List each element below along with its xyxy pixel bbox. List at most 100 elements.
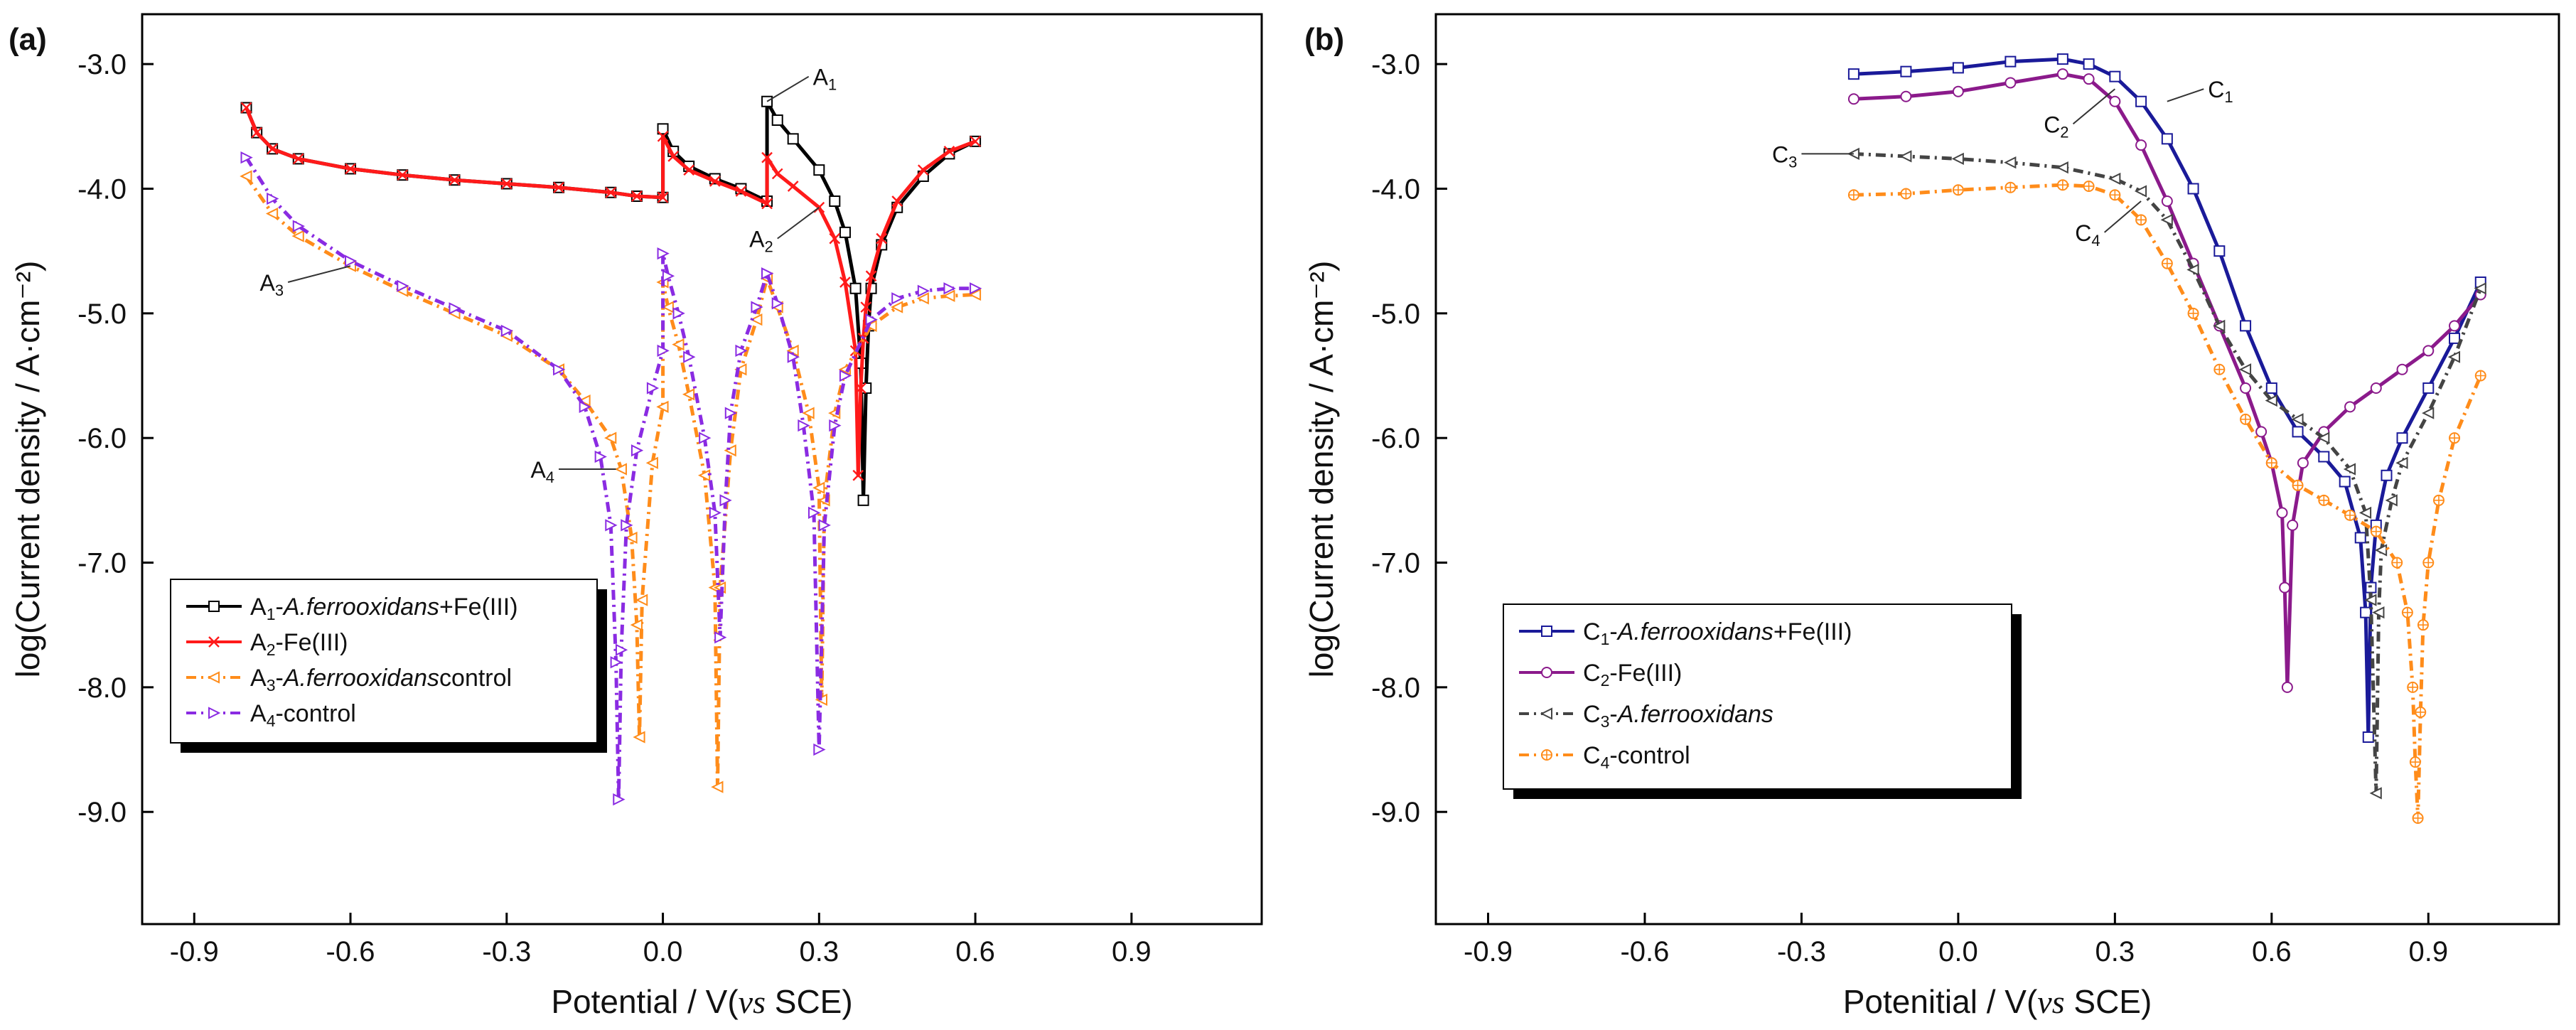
legend-entry-a1-a-ferrooxidans-fe-iii: A1-A.ferrooxidans+Fe(III) bbox=[186, 594, 518, 623]
data-point bbox=[839, 277, 851, 288]
panel-label-a: (a) bbox=[9, 22, 47, 57]
x-tick-label: 0.0 bbox=[643, 936, 683, 967]
y-tick-label: -9.0 bbox=[1371, 797, 1420, 828]
annotation-c2: C2 bbox=[2044, 88, 2115, 141]
data-point bbox=[761, 198, 773, 210]
data-point bbox=[1847, 147, 1859, 161]
data-point bbox=[761, 151, 773, 163]
x-axis-title: Potenitial / V(vs SCE) bbox=[1843, 983, 2152, 1020]
data-point bbox=[2134, 185, 2147, 198]
legend-label: C3-A.ferrooxidans bbox=[1583, 701, 1773, 731]
data-point bbox=[714, 631, 727, 644]
data-point bbox=[605, 519, 618, 532]
annotation-label: C1 bbox=[2208, 77, 2233, 106]
annotation-a2: A2 bbox=[749, 206, 820, 256]
series-a2-fe-iii bbox=[240, 102, 981, 481]
data-point bbox=[610, 656, 623, 669]
legend-label: C4-control bbox=[1583, 742, 1690, 772]
data-point bbox=[719, 494, 732, 507]
legend-marker bbox=[207, 671, 220, 684]
data-point bbox=[2362, 731, 2374, 743]
plot-frame-a bbox=[141, 13, 1263, 926]
data-point bbox=[630, 444, 644, 457]
data-point bbox=[2396, 432, 2408, 444]
y-tick-label: -5.0 bbox=[1371, 299, 1420, 330]
data-point bbox=[2005, 77, 2017, 89]
data-point bbox=[449, 302, 461, 315]
data-point bbox=[849, 282, 862, 294]
data-point bbox=[2344, 401, 2356, 413]
data-point bbox=[2365, 581, 2377, 594]
data-point bbox=[2422, 557, 2435, 569]
data-point bbox=[646, 382, 660, 395]
data-point bbox=[2415, 706, 2427, 718]
data-point bbox=[916, 292, 929, 305]
data-point bbox=[2187, 183, 2199, 195]
legend-label: C2-Fe(III) bbox=[1583, 660, 1682, 690]
data-point bbox=[2265, 457, 2277, 469]
data-point bbox=[2265, 382, 2277, 395]
annotation-leader bbox=[2104, 200, 2142, 233]
data-point bbox=[594, 450, 607, 463]
data-point bbox=[735, 186, 747, 197]
panel-a: (a) -0.9 -0.6 -0.3 0.0 0.3 0.6 0.9 -3.0 -4.0 -5.0 -… bbox=[9, 13, 1263, 1020]
data-point bbox=[2265, 394, 2277, 407]
data-point bbox=[2135, 139, 2147, 151]
data-point bbox=[2255, 426, 2268, 438]
data-point bbox=[2401, 606, 2413, 618]
data-point bbox=[2056, 53, 2068, 65]
data-point bbox=[2474, 370, 2486, 382]
y-tick-label: -7.0 bbox=[1371, 548, 1420, 579]
data-point bbox=[2135, 214, 2147, 226]
data-point bbox=[2447, 350, 2461, 363]
data-point bbox=[735, 344, 748, 358]
annotation-a4: A4 bbox=[530, 457, 616, 486]
data-point bbox=[667, 151, 680, 162]
data-point bbox=[292, 153, 304, 165]
data-point bbox=[683, 164, 695, 176]
annotation-label: C4 bbox=[2075, 220, 2100, 250]
data-point bbox=[661, 301, 674, 313]
legend-marker bbox=[208, 707, 221, 719]
data-point bbox=[2432, 494, 2444, 506]
data-point bbox=[2287, 519, 2299, 531]
legend-entry-c1-a-ferrooxidans-fe-iii: C1-A.ferrooxidans+Fe(III) bbox=[1519, 618, 1852, 648]
x-tick-label: -0.3 bbox=[482, 936, 531, 967]
data-point bbox=[2354, 532, 2366, 544]
data-point bbox=[860, 301, 872, 313]
plot-frame-b bbox=[1434, 13, 2560, 926]
data-point bbox=[891, 195, 903, 207]
data-point bbox=[699, 431, 712, 444]
data-point bbox=[614, 463, 627, 476]
data-point bbox=[2083, 180, 2095, 192]
annotation-c3: C3 bbox=[1772, 141, 1854, 171]
data-point bbox=[2135, 95, 2147, 107]
legend-marker bbox=[208, 601, 220, 612]
data-point bbox=[2417, 619, 2429, 631]
series-line bbox=[1853, 72, 2482, 690]
data-point bbox=[2056, 179, 2068, 191]
data-point bbox=[2358, 506, 2372, 519]
x-tick-label: 0.9 bbox=[2408, 936, 2448, 967]
legend: A1-A.ferrooxidans+Fe(III) A2-Fe(III) A3-A.… bbox=[170, 579, 607, 753]
legend-marker bbox=[1541, 626, 1552, 637]
data-point bbox=[829, 419, 842, 432]
data-point bbox=[970, 136, 981, 147]
x-tick-label: -0.6 bbox=[1620, 936, 1669, 967]
series-c2-fe-iii bbox=[1847, 68, 2486, 693]
data-point bbox=[2292, 479, 2304, 491]
y-axis-title: log(Current density / A·cm⁻²) bbox=[9, 261, 46, 678]
data-point bbox=[943, 289, 955, 302]
annotation-label: C3 bbox=[1772, 141, 1797, 171]
data-point bbox=[578, 394, 591, 407]
annotation-label: A2 bbox=[749, 227, 773, 256]
data-point bbox=[876, 232, 888, 245]
data-point bbox=[865, 270, 877, 282]
y-tick-label: -6.0 bbox=[1371, 423, 1420, 454]
data-point bbox=[2474, 282, 2486, 295]
data-point bbox=[604, 431, 617, 444]
data-point bbox=[2297, 457, 2309, 469]
data-point bbox=[613, 793, 626, 806]
data-point bbox=[2372, 606, 2385, 619]
